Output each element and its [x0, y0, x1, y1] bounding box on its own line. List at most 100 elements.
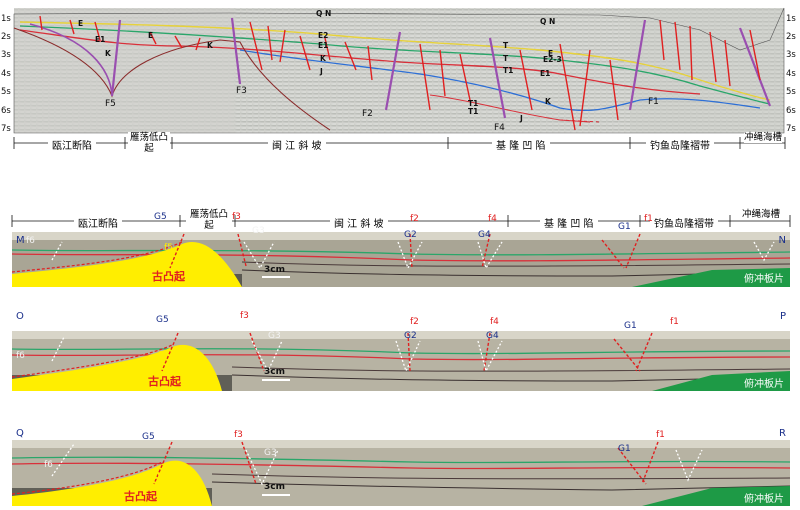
horizon-green — [19, 25, 771, 105]
fault-label: G4 — [478, 230, 491, 240]
fault-label: f1 — [656, 430, 665, 440]
layer-label: E2 — [318, 31, 328, 40]
layer-label: E2-3 — [543, 55, 562, 64]
layer-label: Q N — [540, 17, 555, 26]
fault-label: G5 — [154, 212, 167, 222]
zone-label: 雁荡低凸起 — [128, 132, 170, 154]
layer-label: T1 — [503, 66, 513, 75]
time-tick: 6s — [1, 106, 11, 116]
panel-left-label: O — [16, 311, 24, 322]
fault-label: f1 — [644, 214, 653, 224]
fault-label: F4 — [494, 123, 505, 133]
layer-label: T — [503, 41, 509, 50]
scale-label: 3cm — [264, 482, 285, 492]
layer-label: E1 — [318, 41, 328, 50]
fault-label: f4 — [488, 214, 497, 224]
panel-right-label: P — [779, 311, 786, 322]
zone-row-top: 瓯江断陷 雁荡低凸起 闽 江 斜 坡 基 隆 凹 陷 钓鱼岛隆褶带 冲绳海槽 — [0, 132, 800, 154]
zone-label: 冲绳海槽 — [738, 209, 784, 220]
layer-label: T1 — [468, 99, 478, 108]
layer-label: J — [319, 67, 323, 76]
time-tick: 5s — [786, 87, 796, 97]
plate-label: 俯冲板片 — [744, 274, 784, 285]
fault-label: F2 — [362, 109, 373, 119]
zone-label: 瓯江断陷 — [48, 137, 96, 152]
plate-label: 俯冲板片 — [744, 379, 784, 390]
layer-label: E1 — [95, 35, 105, 44]
panel-left-label: Q — [16, 428, 24, 439]
zone-label: 闽 江 斜 坡 — [268, 137, 326, 152]
fault-label: f3 — [234, 430, 243, 440]
fault-label: G3 — [252, 226, 265, 236]
uplift-label: 古凸起 — [124, 490, 157, 503]
fault-label: G1 — [624, 321, 637, 331]
minor-faults — [39, 15, 761, 131]
seismic-section: 1s 2s 3s 4s 5s 6s 7s 1s 2s 3s 4s 5s 6s 7… — [0, 0, 800, 150]
fault-label: f5 — [158, 351, 167, 361]
fault-label: f6 — [44, 460, 53, 470]
major-faults — [110, 17, 772, 119]
uplift-label: 古凸起 — [152, 270, 185, 283]
time-tick: 6s — [786, 106, 796, 116]
layer-label: T — [503, 54, 509, 63]
panel-left-label: M — [16, 235, 25, 246]
horizon-yellow — [19, 21, 771, 101]
layer-label: K — [105, 49, 112, 58]
plate-shape — [632, 268, 790, 287]
time-tick: 4s — [1, 69, 11, 79]
scale-label: 3cm — [264, 367, 285, 377]
fault-label: G5 — [156, 315, 169, 325]
fault-label: G2 — [404, 331, 417, 341]
fault-label: f3 — [232, 212, 241, 222]
fault-label: F3 — [236, 86, 247, 96]
time-tick: 7s — [1, 124, 11, 134]
zone-label: 闽 江 斜 坡 — [330, 215, 388, 230]
scale-label: 3cm — [264, 265, 285, 275]
fault-label: f5 — [164, 243, 173, 253]
zone-label: 冲绳海槽 — [744, 132, 783, 143]
zone-label: 钓鱼岛隆褶带 — [646, 137, 714, 152]
uplift-shape — [12, 241, 242, 287]
fault-label: f2 — [410, 214, 419, 224]
time-tick: 1s — [1, 14, 11, 24]
time-tick: 1s — [786, 14, 796, 24]
fault-labels: F5 F3 F2 F4 F1 — [105, 86, 659, 133]
layer-label: Q N — [316, 9, 331, 18]
zone-label: 钓鱼岛隆褶带 — [650, 215, 718, 230]
time-tick: 3s — [1, 50, 11, 60]
plate-label: 俯冲板片 — [744, 494, 784, 505]
fault-label: G5 — [142, 432, 155, 442]
zone-label: 基 隆 凹 陷 — [492, 137, 550, 152]
time-tick: 5s — [1, 87, 11, 97]
horizon-blue — [239, 49, 761, 112]
horizon-basement — [13, 27, 331, 131]
time-tick: 2s — [1, 32, 11, 42]
zone-label: 基 隆 凹 陷 — [540, 215, 598, 230]
zone-label: 雁荡低凸起 — [186, 209, 232, 231]
fault-label: G3 — [264, 448, 277, 458]
time-tick: 7s — [786, 124, 796, 134]
zone-row-model: 瓯江断陷 雁荡低凸起 闽 江 斜 坡 基 隆 凹 陷 钓鱼岛隆褶带 冲绳海槽 — [0, 209, 800, 231]
fault-label: G4 — [486, 331, 499, 341]
model-panel: M N f6 G5 f5 f3 G3 f2 G2 f4 G4 G1 f1 古凸起… — [11, 212, 791, 287]
fault-label: G2 — [404, 230, 417, 240]
horizon-purple — [29, 23, 113, 96]
model-panel: Q R f6 G5 f5 f3 G3 G1 f1 古凸起 俯冲板片 3cm — [11, 428, 791, 506]
fault-label: G1 — [618, 444, 631, 454]
layer-label: E — [548, 49, 553, 58]
layer-labels: Q N Q N E E E1 E2 E1 K K K T T T1 J E E2… — [78, 9, 562, 123]
fault-label: F1 — [648, 97, 659, 107]
fault-label: f4 — [490, 317, 499, 327]
time-axis: 1s 2s 3s 4s 5s 6s 7s 1s 2s 3s 4s 5s 6s 7… — [1, 14, 796, 134]
fault-label: G1 — [618, 222, 631, 232]
layer-label: E1 — [540, 69, 550, 78]
fault-label: f2 — [410, 317, 419, 327]
fault-label: f1 — [670, 317, 679, 327]
fault-label: F5 — [105, 99, 116, 109]
fault-label: G3 — [268, 331, 281, 341]
fault-label: f6 — [26, 236, 35, 246]
layer-label: K — [545, 97, 552, 106]
time-tick: 3s — [786, 50, 796, 60]
layer-label: E — [78, 19, 83, 28]
layer-label: E — [148, 31, 153, 40]
